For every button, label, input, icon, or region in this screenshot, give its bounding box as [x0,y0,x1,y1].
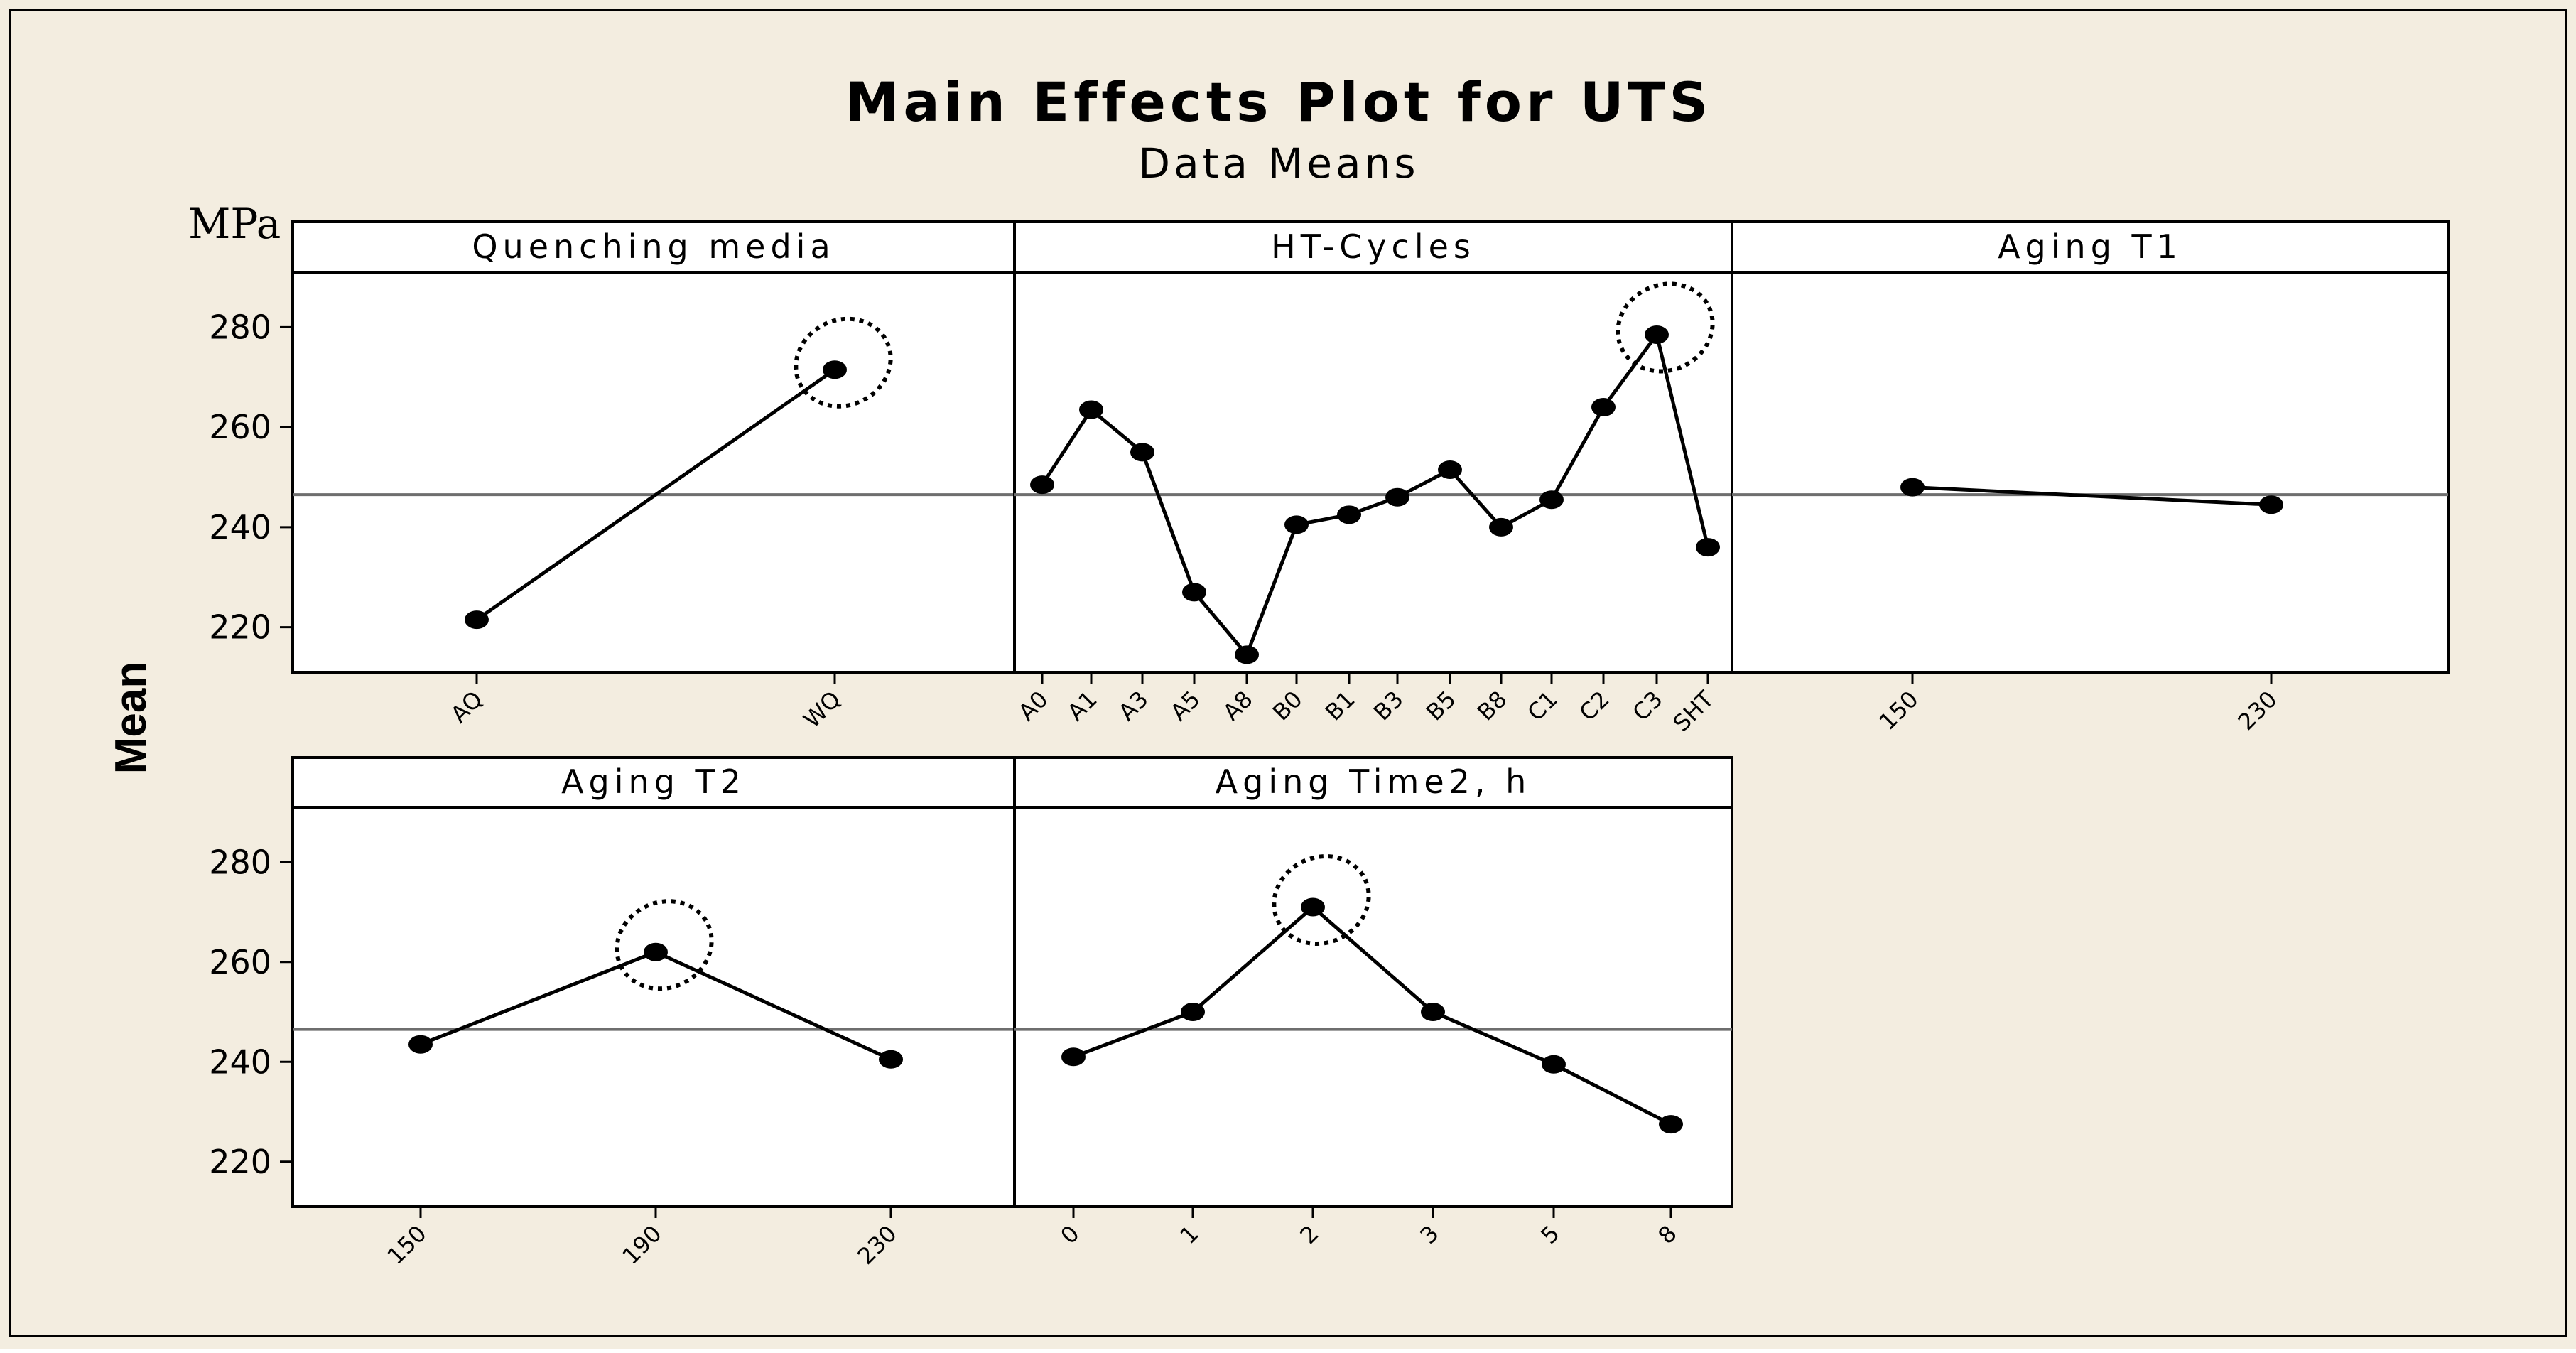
y-unit-label: MPa [188,200,281,248]
series-line [1073,905,1672,1126]
data-point [1542,1055,1566,1074]
data-point [1079,400,1103,419]
y-axis-label: Mean [107,662,156,774]
data-point [1539,490,1564,510]
series-line [1912,485,2272,507]
data-point [2259,495,2283,514]
data-point [1061,1047,1086,1067]
data-point [1696,538,1720,557]
data-point [1301,897,1325,917]
data-point [1235,645,1259,664]
panel-strip-label: Aging T1 [1998,227,2182,266]
panel-strip-label: HT-Cycles [1271,227,1476,266]
data-point [1900,478,1925,497]
data-point [1130,443,1154,462]
y-tick-label: 280 [209,308,271,346]
data-point [644,942,668,961]
data-point [1438,460,1462,479]
data-point [1284,515,1309,534]
data-point [879,1050,903,1069]
panel-frame [1013,220,1733,674]
panel-strip-label: Aging Time2, h [1216,762,1532,801]
y-tick-label: 240 [209,508,271,546]
series-line [475,368,836,622]
data-point [823,360,847,379]
panel-frame [1731,220,2450,674]
chart-outer-frame [9,9,2567,1337]
data-point [1645,325,1669,344]
y-tick-label: 220 [209,1143,271,1181]
y-tick-label: 220 [209,608,271,647]
data-point [1385,487,1409,507]
panel-frame [291,756,1016,1208]
data-point [1182,583,1206,602]
data-point [1030,475,1054,495]
panel-frame [291,220,1016,674]
y-tick-label: 240 [209,1042,271,1081]
highlight-circle [615,899,714,991]
data-point [408,1035,433,1054]
panel-strip-label: Aging T2 [561,762,746,801]
panel-aging-time2-h: Aging Time2, h0 1 2 3 5 8 [1013,756,1733,1249]
highlight-circle [794,316,893,409]
highlight-circle [1616,281,1715,374]
data-point [465,610,489,630]
data-point [1489,517,1513,537]
data-point [1659,1115,1683,1134]
panel-strip-label: Quenching media [472,227,835,266]
data-point [1181,1003,1205,1022]
y-tick-label: 280 [209,843,271,881]
data-point [1421,1003,1445,1022]
data-point [1337,505,1361,524]
highlight-circle [1272,853,1371,947]
y-tick-label: 260 [209,943,271,981]
y-tick-label: 260 [209,408,271,446]
data-point [1591,398,1616,417]
series-line [1040,333,1710,657]
chart-title: Main Effects Plot for UTS [845,70,1712,134]
chart-subtitle: Data Means [1138,139,1419,188]
panel-frame [1013,756,1733,1208]
